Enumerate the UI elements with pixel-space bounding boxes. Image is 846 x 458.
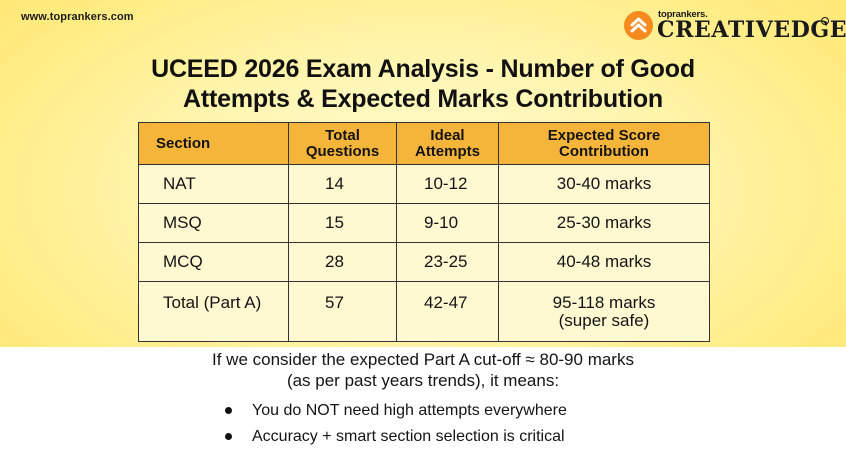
site-url[interactable]: www.toprankers.com [21, 11, 134, 23]
cell-total-questions: 57 [288, 281, 397, 342]
list-item: You do NOT need high attempts everywhere [222, 401, 567, 427]
takeaway-list: You do NOT need high attempts everywhere… [222, 401, 567, 453]
cutoff-statement-line2: (as per past years trends), it means: [286, 371, 560, 390]
bullet-dot-icon [225, 407, 232, 414]
header-expected-score: Expected Score Contribution [498, 122, 710, 165]
header-total-questions-line1: Total [325, 126, 360, 144]
brand-tagline: toprankers. [658, 9, 708, 20]
cutoff-statement: If we consider the expected Part A cut-o… [0, 349, 846, 391]
cell-expected-score-note: (super safe) [558, 311, 650, 330]
cell-section: MCQ [138, 242, 289, 282]
cell-ideal-attempts: 10-12 [396, 164, 499, 204]
cell-section: MSQ [138, 203, 289, 243]
cell-section: Total (Part A) [138, 281, 289, 342]
cell-expected-score: 30-40 marks [498, 164, 710, 204]
cell-ideal-attempts: 9-10 [396, 203, 499, 243]
table-row-total: Total (Part A) 57 42-47 95-118 marks (su… [138, 281, 710, 342]
header-section: Section [138, 122, 289, 165]
header-section-text: Section [156, 134, 211, 152]
header-total-questions-line2: Questions [305, 142, 380, 160]
title-line-2: Attempts & Expected Marks Contribution [183, 85, 663, 113]
table-header-row: Section Total Questions Ideal Attempts E… [138, 122, 710, 165]
header-ideal-attempts: Ideal Attempts [396, 122, 499, 165]
cell-ideal-attempts: 23-25 [396, 242, 499, 282]
header-expected-score-line1: Expected Score [547, 126, 661, 144]
table-row: MCQ 28 23-25 40-48 marks [138, 242, 710, 282]
cell-section: NAT [138, 164, 289, 204]
list-item: Accuracy + smart section selection is cr… [222, 427, 567, 453]
page-title: UCEED 2026 Exam Analysis - Number of Goo… [0, 54, 846, 114]
chevron-up-badge-icon [624, 11, 653, 40]
table-row: NAT 14 10-12 30-40 marks [138, 164, 710, 204]
cell-expected-score-value: 95-118 marks [552, 293, 656, 312]
header-ideal-attempts-line2: Attempts [414, 142, 480, 160]
cell-expected-score: 40-48 marks [498, 242, 710, 282]
title-line-1: UCEED 2026 Exam Analysis - Number of Goo… [151, 55, 695, 83]
attempts-table: Section Total Questions Ideal Attempts E… [138, 122, 710, 342]
cell-total-questions: 28 [288, 242, 397, 282]
header-expected-score-line2: Contribution [559, 142, 649, 160]
cell-total-questions: 15 [288, 203, 397, 243]
cell-total-questions: 14 [288, 164, 397, 204]
bullet-dot-icon [225, 433, 232, 440]
table-row: MSQ 15 9-10 25-30 marks [138, 203, 710, 243]
brand-name: CREATIVEDGE [657, 17, 846, 43]
cell-ideal-attempts: 42-47 [396, 281, 499, 342]
header-total-questions: Total Questions [288, 122, 397, 165]
list-item-text: Accuracy + smart section selection is cr… [252, 428, 565, 445]
cell-expected-score-total: 95-118 marks (super safe) [498, 281, 710, 342]
header-ideal-attempts-line1: Ideal [430, 126, 465, 144]
list-item-text: You do NOT need high attempts everywhere [252, 402, 567, 419]
brand-logo: toprankers. CREATIVEDGE [622, 6, 846, 46]
cell-expected-score: 25-30 marks [498, 203, 710, 243]
cutoff-statement-line1: If we consider the expected Part A cut-o… [212, 350, 634, 369]
registered-mark-icon [821, 17, 829, 25]
